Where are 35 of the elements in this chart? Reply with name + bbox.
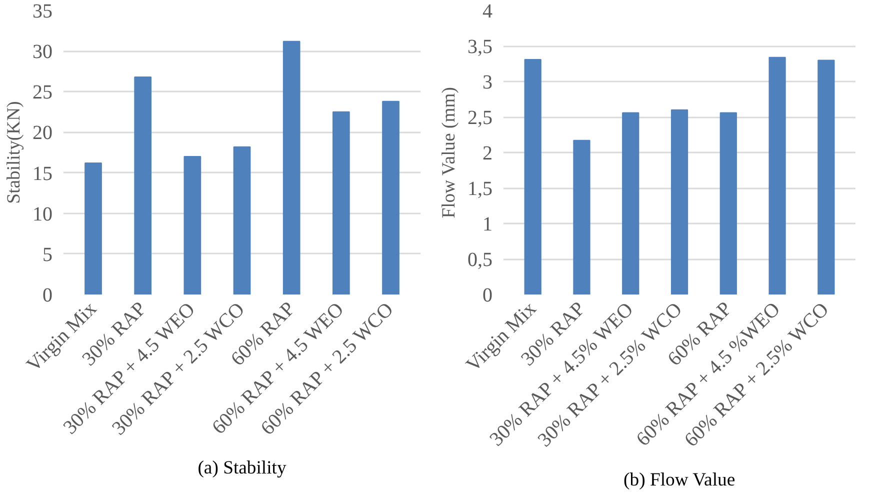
text: (a) Stability xyxy=(198,458,287,478)
y-axis-title: Flow Value (mm) xyxy=(438,87,460,218)
y-tick-label: 35 xyxy=(32,0,52,22)
text: (b) Flow Value xyxy=(624,470,736,490)
bar xyxy=(524,58,542,294)
bar xyxy=(282,40,300,294)
y-tick-label: 10 xyxy=(32,203,52,226)
bar xyxy=(233,146,251,294)
bar xyxy=(184,156,202,294)
y-tick-label: 2 xyxy=(482,142,492,164)
y-tick-label: 25 xyxy=(32,82,52,104)
y-axis-title: Stability(KN) xyxy=(4,101,24,204)
y-tick-label: 30 xyxy=(32,41,52,64)
y-tick-label: 15 xyxy=(32,162,52,185)
y-tick-label: 1 xyxy=(482,214,492,236)
bar xyxy=(134,76,152,294)
y-tick-label: 0 xyxy=(482,284,492,306)
y-tick-label: 3 xyxy=(482,72,492,94)
y-tick-label: 0 xyxy=(42,284,52,306)
bar xyxy=(382,100,400,294)
bar xyxy=(84,162,102,294)
bar xyxy=(720,112,737,294)
bar xyxy=(670,109,688,294)
y-tick-label: 20 xyxy=(32,122,52,144)
bar xyxy=(818,60,835,294)
y-tick-label: 0,5 xyxy=(468,249,492,271)
y-tick-label: 5 xyxy=(42,244,52,266)
bar xyxy=(622,112,640,294)
y-tick-label: 2,5 xyxy=(468,107,492,129)
bar xyxy=(768,56,786,294)
y-tick-label: 4 xyxy=(482,0,492,22)
y-tick-label: 1,5 xyxy=(468,178,492,200)
bar xyxy=(332,111,350,294)
y-tick-label: 3,5 xyxy=(468,36,492,58)
bar xyxy=(573,140,590,294)
